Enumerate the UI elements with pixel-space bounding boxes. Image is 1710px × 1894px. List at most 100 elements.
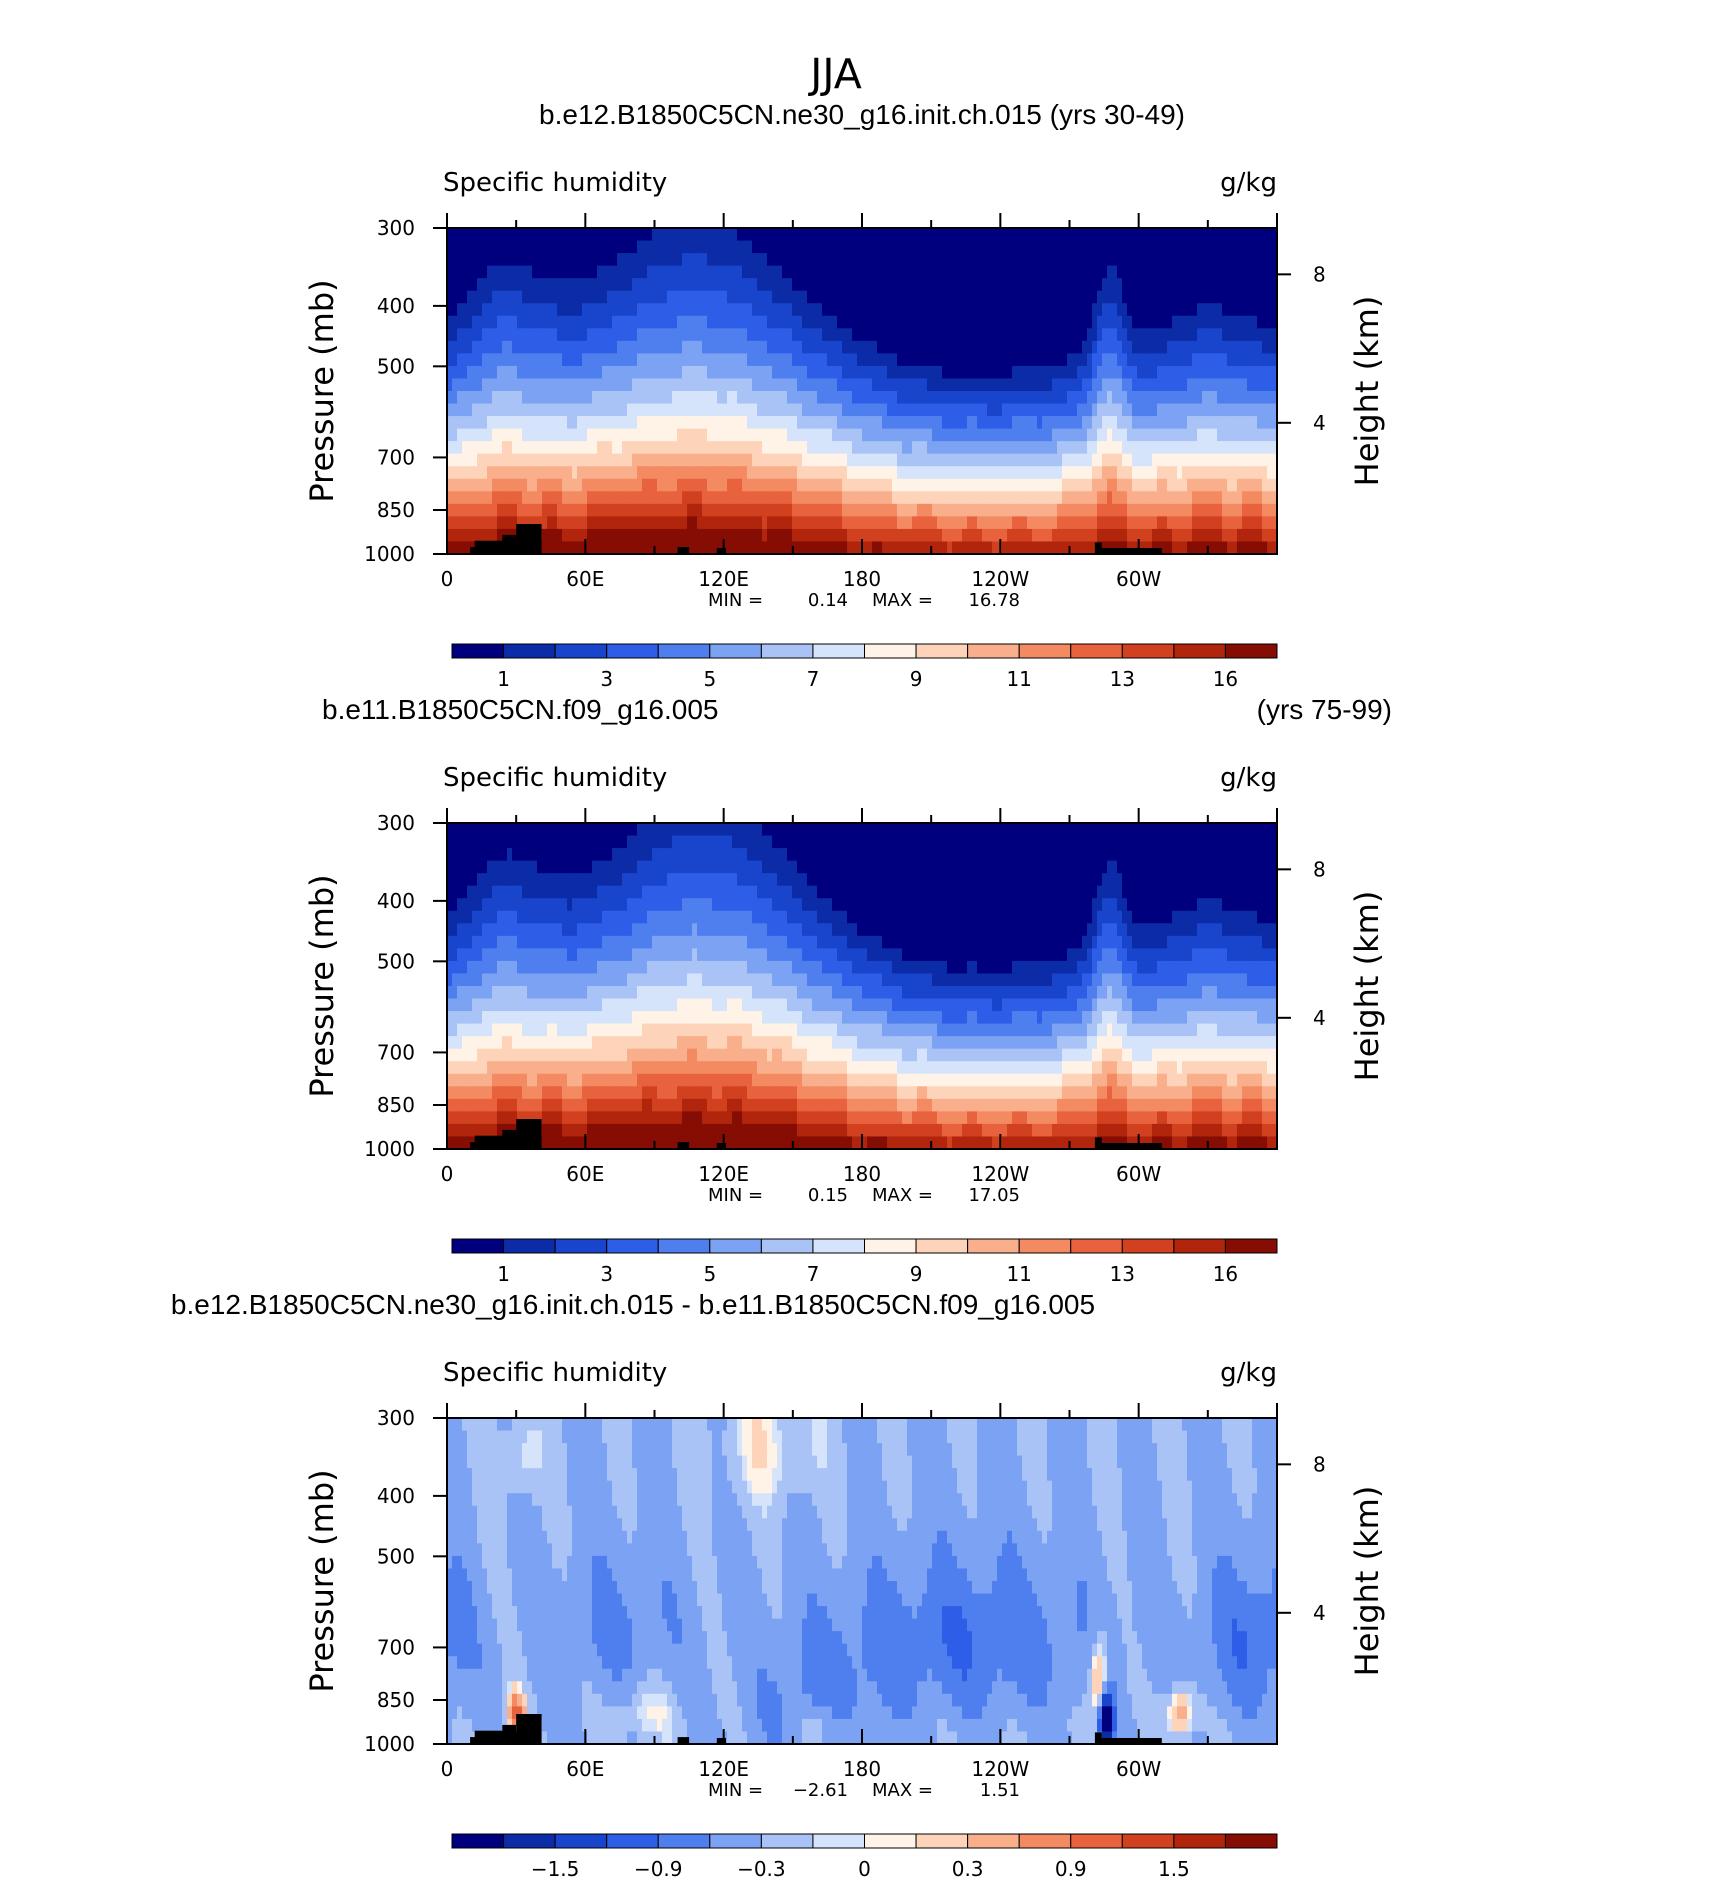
- contour-cell: [827, 378, 833, 392]
- contour-cell: [972, 441, 978, 455]
- contour-cell: [467, 835, 473, 849]
- contour-cell: [837, 491, 843, 505]
- contour-cell: [592, 378, 598, 392]
- contour-cell: [737, 453, 743, 467]
- contour-cell: [557, 466, 563, 480]
- contour-cell: [852, 391, 858, 405]
- contour-cell: [517, 391, 523, 405]
- contour-cell: [702, 403, 708, 417]
- contour-cell: [1172, 516, 1178, 530]
- contour-cell: [747, 391, 753, 405]
- contour-cell: [942, 253, 948, 267]
- contour-cell: [1022, 478, 1028, 492]
- contour-cell: [522, 453, 528, 467]
- contour-cell: [1027, 378, 1033, 392]
- contour-cell: [1267, 403, 1273, 417]
- contour-cell: [527, 228, 533, 242]
- contour-cell: [762, 528, 768, 543]
- contour-cell: [747, 860, 753, 874]
- contour-cell: [1247, 416, 1253, 430]
- contour-cell: [887, 278, 893, 292]
- contour-cell: [822, 303, 828, 317]
- contour-cell: [447, 528, 453, 543]
- contour-cell: [702, 428, 708, 442]
- contour-cell: [1027, 265, 1033, 279]
- contour-cell: [457, 391, 463, 405]
- contour-cell: [817, 491, 823, 505]
- contour-cell: [562, 391, 568, 405]
- contour-cell: [1052, 278, 1058, 292]
- contour-cell: [637, 541, 643, 555]
- contour-cell: [1102, 503, 1108, 517]
- contour-cell: [802, 265, 808, 279]
- contour-cell: [807, 403, 813, 417]
- contour-cell: [1182, 503, 1188, 517]
- contour-cell: [737, 428, 743, 442]
- colorbar-box: [451, 643, 505, 659]
- contour-cell: [687, 428, 693, 442]
- contour-cell: [817, 478, 823, 492]
- contour-cell: [1122, 528, 1128, 543]
- contour-cell: [1167, 228, 1173, 242]
- contour-cell: [497, 365, 503, 380]
- contour-cell: [1072, 378, 1078, 392]
- contour-cell: [1147, 290, 1153, 304]
- contour-cell: [667, 478, 673, 492]
- contour-cell: [782, 378, 788, 392]
- contour-cell: [947, 290, 953, 304]
- contour-cell: [1252, 491, 1258, 505]
- contour-cell: [967, 328, 973, 342]
- contour-cell: [1247, 365, 1253, 380]
- contour-cell: [977, 428, 983, 442]
- contour-cell: [692, 378, 698, 392]
- contour-cell: [637, 478, 643, 492]
- contour-cell: [797, 328, 803, 342]
- contour-cell: [1217, 340, 1223, 354]
- contour-cell: [542, 378, 548, 392]
- contour-cell: [632, 265, 638, 279]
- contour-cell: [617, 478, 623, 492]
- contour-cell: [1182, 516, 1188, 530]
- contour-cell: [582, 503, 588, 517]
- contour-cell: [687, 516, 693, 530]
- contour-cell: [1242, 416, 1248, 430]
- contour-cell: [927, 528, 933, 543]
- contour-cell: [537, 516, 543, 530]
- contour-cell: [1037, 253, 1043, 267]
- contour-cell: [852, 265, 858, 279]
- contour-cell: [592, 541, 598, 555]
- contour-cell: [717, 835, 723, 849]
- contour-cell: [1222, 365, 1228, 380]
- contour-cell: [812, 403, 818, 417]
- contour-cell: [987, 240, 993, 254]
- contour-cell: [657, 240, 663, 254]
- contour-cell: [1162, 835, 1168, 849]
- contour-cell: [1187, 240, 1193, 254]
- contour-cell: [742, 278, 748, 292]
- contour-cell: [497, 315, 503, 329]
- contour-cell: [1262, 328, 1268, 342]
- contour-cell: [1012, 391, 1018, 405]
- contour-cell: [842, 290, 848, 304]
- contour-cell: [1042, 278, 1048, 292]
- contour-cell: [532, 835, 538, 849]
- contour-cell: [622, 228, 628, 242]
- contour-cell: [857, 403, 863, 417]
- contour-cell: [782, 315, 788, 329]
- contour-cell: [952, 340, 958, 354]
- contour-cell: [1037, 290, 1043, 304]
- contour-cell: [1202, 303, 1208, 317]
- contour-cell: [672, 541, 678, 555]
- contour-cell: [772, 516, 778, 530]
- contour-cell: [1192, 365, 1198, 380]
- contour-cell: [1052, 541, 1058, 555]
- contour-cell: [1012, 491, 1018, 505]
- contour-cell: [1157, 265, 1163, 279]
- contour-cell: [1092, 315, 1098, 329]
- contour-cell: [1192, 340, 1198, 354]
- contour-cell: [1117, 278, 1123, 292]
- contour-cell: [1092, 340, 1098, 354]
- contour-cell: [1112, 315, 1118, 329]
- contour-cell: [687, 315, 693, 329]
- contour-cell: [842, 478, 848, 492]
